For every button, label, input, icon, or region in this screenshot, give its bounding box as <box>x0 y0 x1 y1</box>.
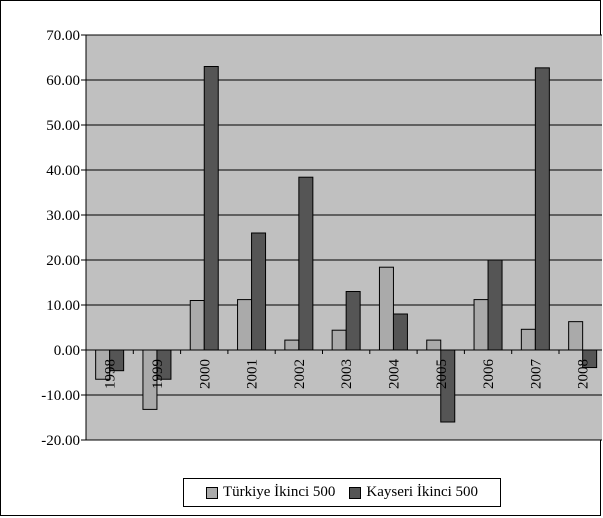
x-tick-label: 2006 <box>481 359 497 390</box>
x-tick-label: 2000 <box>197 359 213 389</box>
bar-turkiye-2001 <box>237 299 253 351</box>
x-tick-label: 1999 <box>150 359 166 389</box>
x-tick-label: 2004 <box>386 359 402 390</box>
y-tick-label: 20.00 <box>46 253 80 269</box>
bar-kayseri-2002 <box>298 176 314 351</box>
y-tick-label: -20.00 <box>41 433 80 449</box>
legend-swatch-turkiye <box>205 486 218 499</box>
bar-turkiye-2000 <box>189 300 205 351</box>
x-tick-label: 2002 <box>292 359 308 389</box>
bar-kayseri-2000 <box>203 66 219 351</box>
y-tick-label: 70.00 <box>46 28 80 44</box>
bar-turkiye-2008 <box>568 321 584 351</box>
x-tick-label: 2003 <box>339 359 355 389</box>
bar-turkiye-2006 <box>473 299 489 351</box>
y-tick-label: 30.00 <box>46 208 80 224</box>
bar-turkiye-2003 <box>331 329 347 351</box>
bar-turkiye-2007 <box>520 328 536 351</box>
plot-area <box>86 35 602 440</box>
bar-turkiye-2002 <box>284 339 300 351</box>
x-tick-label: 2008 <box>576 359 592 389</box>
legend-item-kayseri: Kayseri İkinci 500 <box>349 484 478 501</box>
chart-legend: Türkiye İkinci 500 Kayseri İkinci 500 <box>183 478 501 507</box>
y-tick-label: 50.00 <box>46 118 80 134</box>
y-tick-label: 0.00 <box>54 343 80 359</box>
bar-turkiye-2004 <box>378 266 394 351</box>
bar-kayseri-2006 <box>487 259 503 351</box>
bar-kayseri-2007 <box>534 67 550 351</box>
y-tick-label: 40.00 <box>46 163 80 179</box>
bar-turkiye-2005 <box>426 339 442 351</box>
x-tick-label: 2007 <box>528 359 544 390</box>
y-tick-label: 60.00 <box>46 73 80 89</box>
bar-kayseri-2004 <box>392 313 408 351</box>
bar-kayseri-2001 <box>251 232 267 351</box>
legend-swatch-kayseri <box>349 486 362 499</box>
bar-kayseri-2003 <box>345 291 361 351</box>
x-tick-label: 2001 <box>245 359 261 389</box>
legend-label-kayseri: Kayseri İkinci 500 <box>366 484 479 500</box>
legend-label-turkiye: Türkiye İkinci 500 <box>222 484 336 500</box>
x-tick-label: 2005 <box>434 359 450 389</box>
y-tick-label: -10.00 <box>41 388 80 404</box>
legend-item-turkiye: Türkiye İkinci 500 <box>205 484 336 501</box>
x-tick-label: 1998 <box>103 359 119 389</box>
y-tick-label: 10.00 <box>46 298 80 314</box>
